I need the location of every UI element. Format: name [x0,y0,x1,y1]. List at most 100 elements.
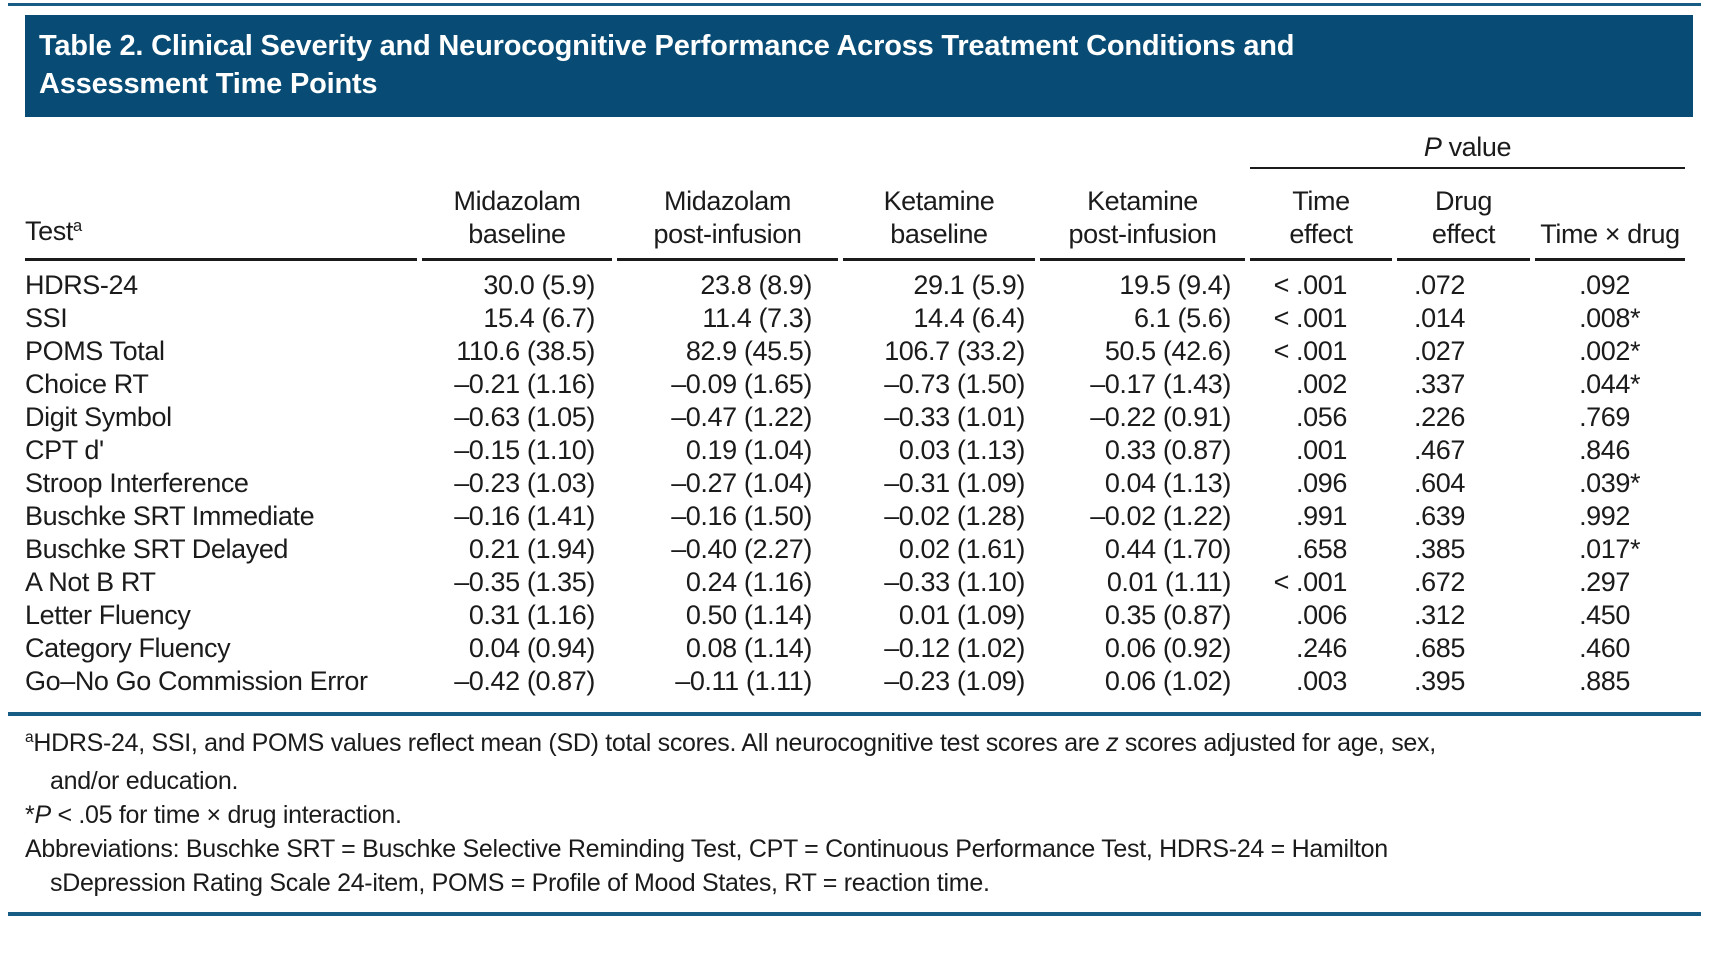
cell-time-effect: < .001 [1273,567,1348,597]
cell-drug-effect: .685 [1414,633,1465,663]
p-value-label-rest: value [1441,132,1512,162]
cell-time-effect: .001 [1296,435,1347,465]
cell-midazolam-baseline: –0.15 (1.10) [454,435,595,465]
cell-time-x-drug: .297 [1579,567,1631,597]
cell-ketamine-baseline: –0.73 (1.50) [884,369,1025,399]
header-line: Ketamine [883,186,995,216]
cell-time-effect: .246 [1296,633,1347,663]
cell-ketamine-post-infusion: 0.01 (1.11) [1106,567,1232,597]
cell-midazolam-baseline: 30.0 (5.9) [483,270,595,300]
cell-test: Stroop Interference [25,468,249,498]
cell-test: Category Fluency [25,633,231,663]
table-row: Buschke SRT Immediate –0.16 (1.41) –0.16 (… [25,500,1685,533]
header-line: Time [1292,186,1350,216]
cell-time-x-drug: .846 [1579,435,1631,465]
p-value-group-header: P value [1250,117,1686,169]
cell-midazolam-post-infusion: –0.47 (1.22) [671,402,812,432]
cell-time-effect: .002 [1296,369,1347,399]
footnote-a-line1: aHDRS-24, SSI, and POMS values reflect m… [25,726,1709,764]
significance-italic-p: P [34,801,51,829]
cell-drug-effect: .385 [1414,534,1465,564]
cell-midazolam-baseline: 0.04 (0.94) [468,633,596,663]
header-line: Midazolam [664,186,791,216]
table-row: SSI 15.4 (6.7) 11.4 (7.3) 14.4 (6.4) 6.1 (5.… [25,302,1685,335]
cell-time-effect: .096 [1296,468,1347,498]
cell-ketamine-post-infusion: 50.5 (42.6) [1104,336,1232,366]
top-rule [8,3,1701,6]
footnote-a-line2: and/or education. [50,767,239,795]
table-row: A Not B RT –0.35 (1.35) 0.24 (1.16) –0.33 (… [25,566,1685,599]
significance-text: < .05 for time × drug interaction. [50,801,402,829]
cell-midazolam-baseline: –0.23 (1.03) [454,468,595,498]
cell-midazolam-baseline: –0.42 (0.87) [454,666,595,696]
cell-time-effect: .658 [1296,534,1347,564]
table-title-line2: Assessment Time Points [39,68,378,100]
table-bottom-rule [8,712,1701,716]
cell-time-x-drug: .044* [1579,369,1641,399]
cell-drug-effect: .337 [1414,369,1465,399]
cell-ketamine-post-infusion: 0.44 (1.70) [1104,534,1232,564]
cell-midazolam-baseline: –0.63 (1.05) [454,402,595,432]
cell-time-effect: < .001 [1273,270,1348,300]
footnote-a-text: scores adjusted for age, sex, [1118,729,1436,757]
column-header-midazolam-post-infusion: Midazolam post-infusion [617,169,838,261]
footnote-abbreviations-line2: sDepression Rating Scale 24-item, POMS =… [50,869,990,897]
header-line: Ketamine [1087,186,1198,216]
p-value-number: .002 [1579,336,1631,366]
cell-test: CPT d' [25,435,104,465]
cell-midazolam-baseline: 110.6 (38.5) [456,336,595,366]
cell-midazolam-post-infusion: 0.08 (1.14) [685,633,813,663]
cell-test: Digit Symbol [25,402,172,432]
cell-midazolam-baseline: 15.4 (6.7) [483,303,595,333]
column-header-midazolam-baseline: Midazolam baseline [422,169,612,261]
p-value-number: .008 [1579,303,1631,333]
cell-time-effect: .006 [1296,600,1347,630]
cell-ketamine-baseline: –0.31 (1.09) [884,468,1025,498]
cell-test: Letter Fluency [25,600,191,630]
cell-midazolam-post-infusion: 0.19 (1.04) [685,435,813,465]
cell-midazolam-post-infusion: 23.8 (8.9) [700,270,812,300]
p-value-label-italic-p: P [1423,132,1442,162]
cell-ketamine-post-infusion: –0.02 (1.22) [1090,501,1231,531]
cell-time-x-drug: .769 [1579,402,1631,432]
header-line: baseline [890,219,988,249]
cell-ketamine-baseline: 0.01 (1.09) [898,600,1026,630]
cell-ketamine-post-infusion: 0.33 (0.87) [1104,435,1232,465]
column-header-test: Testa [25,169,417,261]
header-line: effect [1431,219,1496,249]
cell-drug-effect: .226 [1414,402,1465,432]
results-table: P value Testa Midazolam baseline Midazola… [20,117,1690,698]
cell-midazolam-baseline: –0.35 (1.35) [454,567,595,597]
cell-drug-effect: .027 [1414,336,1465,366]
table-title-line1: Table 2. Clinical Severity and Neurocogn… [39,30,1295,62]
header-line: Time × drug [1540,219,1680,249]
cell-midazolam-post-infusion: –0.16 (1.50) [671,501,812,531]
table-row: HDRS-24 30.0 (5.9) 23.8 (8.9) 29.1 (5.9) 19.… [25,261,1685,302]
table-row: Go–No Go Commission Error –0.42 (0.87) –0.… [25,665,1685,698]
cell-time-x-drug: .992 [1579,501,1631,531]
cell-time-effect: .056 [1296,402,1347,432]
cell-drug-effect: .604 [1414,468,1465,498]
header-line: post-infusion [653,219,802,249]
cell-drug-effect: .467 [1414,435,1465,465]
cell-time-effect: < .001 [1273,336,1348,366]
cell-ketamine-post-infusion: 0.35 (0.87) [1104,600,1232,630]
cell-ketamine-post-infusion: 0.04 (1.13) [1104,468,1232,498]
cell-midazolam-baseline: –0.21 (1.16) [454,369,595,399]
cell-ketamine-baseline: 0.02 (1.61) [898,534,1026,564]
cell-test: SSI [25,303,68,333]
table-row: POMS Total 110.6 (38.5) 82.9 (45.5) 106.7 (… [25,335,1685,368]
table-row: Digit Symbol –0.63 (1.05) –0.47 (1.22) –0.3… [25,401,1685,434]
cell-test: POMS Total [25,336,165,366]
header-line: effect [1289,219,1353,249]
cell-time-x-drug: .092 [1579,270,1631,300]
cell-ketamine-baseline: 0.03 (1.13) [898,435,1026,465]
cell-midazolam-post-infusion: –0.40 (2.27) [671,534,812,564]
p-value-number: .039 [1579,468,1631,498]
table-body: HDRS-24 30.0 (5.9) 23.8 (8.9) 29.1 (5.9) 19.… [25,261,1685,698]
cell-test: Choice RT [25,369,149,399]
footnote-significance: *P < .05 for time × drug interaction. [25,798,1709,832]
cell-midazolam-post-infusion: 0.50 (1.14) [685,600,813,630]
cell-ketamine-post-infusion: 0.06 (0.92) [1104,633,1232,663]
